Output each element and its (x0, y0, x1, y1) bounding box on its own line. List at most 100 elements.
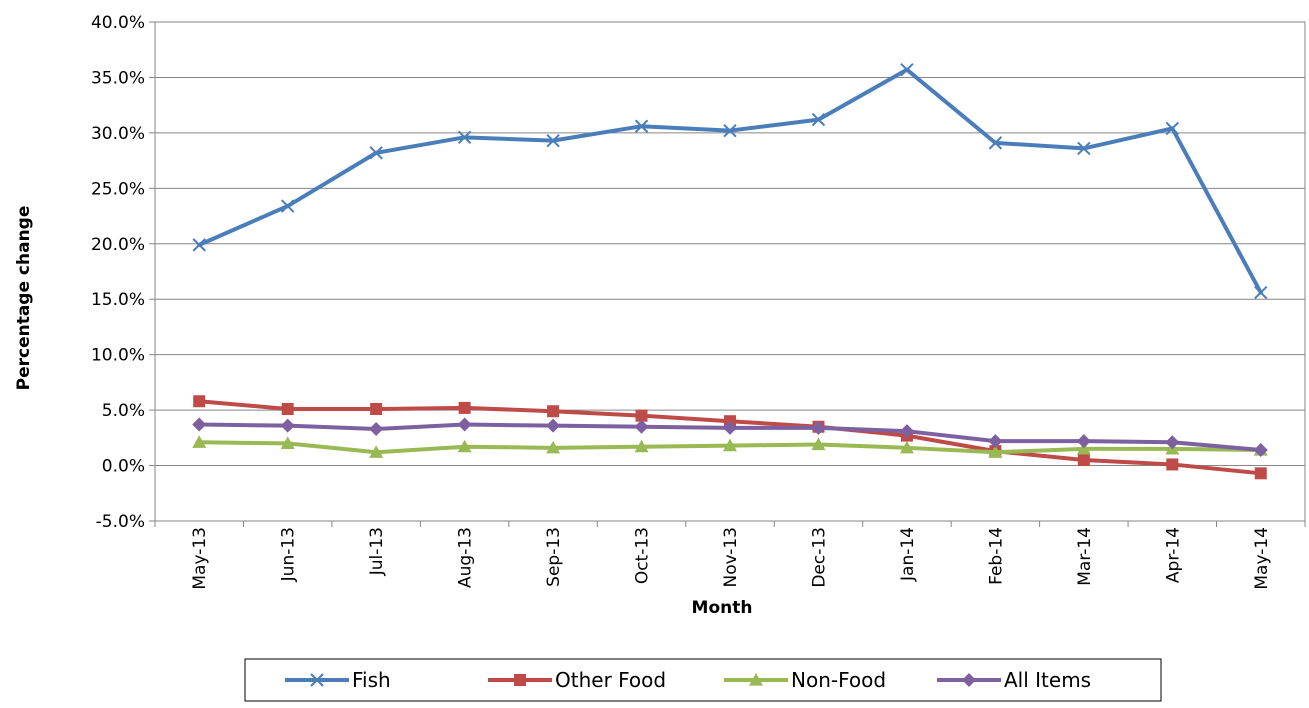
y-tick-label: 15.0% (91, 290, 145, 310)
data-point (988, 136, 1003, 150)
data-point (280, 418, 295, 433)
x-tick-label: Feb-14 (986, 527, 1006, 585)
y-tick-label: 40.0% (91, 13, 145, 33)
x-tick-label: Jun-13 (279, 527, 299, 582)
y-tick-label: 5.0% (102, 401, 145, 421)
data-point (370, 403, 383, 416)
marker-stroke (280, 199, 295, 213)
gridlines (155, 21, 1305, 467)
data-point (192, 238, 206, 252)
legend-box (244, 658, 1162, 702)
legend-items: Fish Other Food Non-Food All Items (285, 668, 1091, 692)
data-point (1254, 285, 1268, 300)
legend-label: Other Food (555, 668, 666, 692)
x-tick-label: Aug-13 (456, 527, 476, 588)
data-point (281, 403, 294, 416)
legend-label: Fish (352, 668, 391, 692)
legend: Fish Other Food Non-Food All Items (244, 658, 1162, 702)
x-tick-label: Oct-13 (633, 527, 653, 584)
marker-stroke (369, 146, 383, 160)
data-point (634, 439, 649, 453)
data-point (900, 62, 914, 77)
x-tick-label: Mar-14 (1075, 527, 1095, 586)
data-point (193, 395, 206, 408)
x-axis-title: Month (692, 598, 753, 618)
series-lines (192, 62, 1268, 480)
y-tick-label: -5.0% (96, 512, 145, 532)
y-tick-label: 30.0% (91, 124, 145, 144)
data-point (749, 673, 763, 686)
marker-stroke (811, 112, 826, 127)
x-tick-label: Dec-13 (809, 527, 829, 588)
data-point (811, 437, 826, 451)
data-point (280, 436, 295, 449)
data-point (514, 674, 526, 686)
data-point (457, 130, 472, 145)
data-point (369, 445, 384, 458)
y-tick-label: 10.0% (91, 346, 145, 366)
x-tick-label: Sep-13 (544, 527, 564, 587)
x-tick-label: Nov-13 (721, 527, 741, 588)
marker-stroke (192, 238, 206, 252)
plot-area-border (154, 21, 1306, 522)
data-point (723, 438, 737, 452)
marker-stroke (1165, 121, 1180, 136)
data-point (1165, 435, 1180, 450)
data-point (1166, 458, 1179, 471)
data-point (547, 405, 560, 418)
data-point (457, 439, 472, 453)
x-tick-label: Jan-14 (898, 527, 918, 582)
x-tick-labels: May-13 Jun-13 Jul-13 Aug-13 Sep-13 Oct-13 Nov-… (190, 527, 1272, 590)
data-point (546, 440, 561, 454)
data-point (723, 123, 737, 138)
data-point (1165, 121, 1180, 136)
data-point (1253, 443, 1268, 458)
x-tick-label: Jul-13 (367, 527, 387, 576)
marker-stroke (546, 133, 560, 148)
legend-item: Non-Food (724, 668, 886, 692)
series-line (197, 67, 1263, 295)
marker-stroke (1254, 285, 1268, 300)
data-point (369, 146, 383, 160)
legend-item: All Items (937, 668, 1091, 692)
data-point (192, 417, 207, 432)
data-point (811, 112, 826, 127)
series-non-food (192, 435, 1268, 458)
x-tick-label: May-13 (190, 527, 210, 590)
data-point (280, 199, 295, 213)
marker-stroke (723, 123, 737, 138)
y-tick-label: 35.0% (91, 68, 145, 88)
data-point (899, 424, 914, 439)
x-tick-label: May-14 (1252, 527, 1272, 590)
data-point (635, 409, 648, 422)
series-all-items (192, 417, 1268, 458)
legend-label: All Items (1004, 668, 1091, 692)
legend-label: Non-Food (791, 668, 886, 692)
y-tick-label: 25.0% (91, 179, 145, 199)
data-point (1254, 467, 1267, 480)
data-point (192, 435, 207, 448)
data-point (988, 445, 1003, 458)
data-point (899, 440, 914, 454)
marker-stroke (634, 119, 649, 133)
series-fish (192, 62, 1268, 300)
x-tick-label: Apr-14 (1163, 527, 1183, 583)
series-other-food (193, 395, 1267, 480)
y-tick-label: 20.0% (91, 235, 145, 255)
marker-stroke (457, 130, 472, 145)
data-point (988, 434, 1003, 449)
axes (149, 21, 1306, 527)
data-point (457, 417, 472, 432)
data-point (369, 421, 384, 436)
data-point (723, 420, 737, 435)
marker-stroke (310, 673, 324, 687)
marker-stroke (1077, 141, 1091, 156)
series-line (197, 399, 1263, 476)
marker-stroke (900, 62, 914, 77)
data-point (546, 133, 560, 148)
data-point (634, 119, 649, 133)
data-point (811, 420, 826, 435)
y-tick-label: 0.0% (102, 457, 145, 477)
